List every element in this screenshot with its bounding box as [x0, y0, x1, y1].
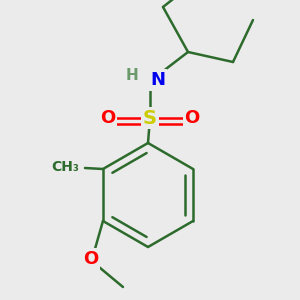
Text: O: O	[184, 109, 200, 127]
Text: CH₃: CH₃	[51, 160, 79, 174]
Text: H: H	[126, 68, 138, 83]
Text: O: O	[100, 109, 116, 127]
Text: N: N	[151, 71, 166, 89]
Text: S: S	[143, 109, 157, 128]
Text: O: O	[83, 250, 99, 268]
